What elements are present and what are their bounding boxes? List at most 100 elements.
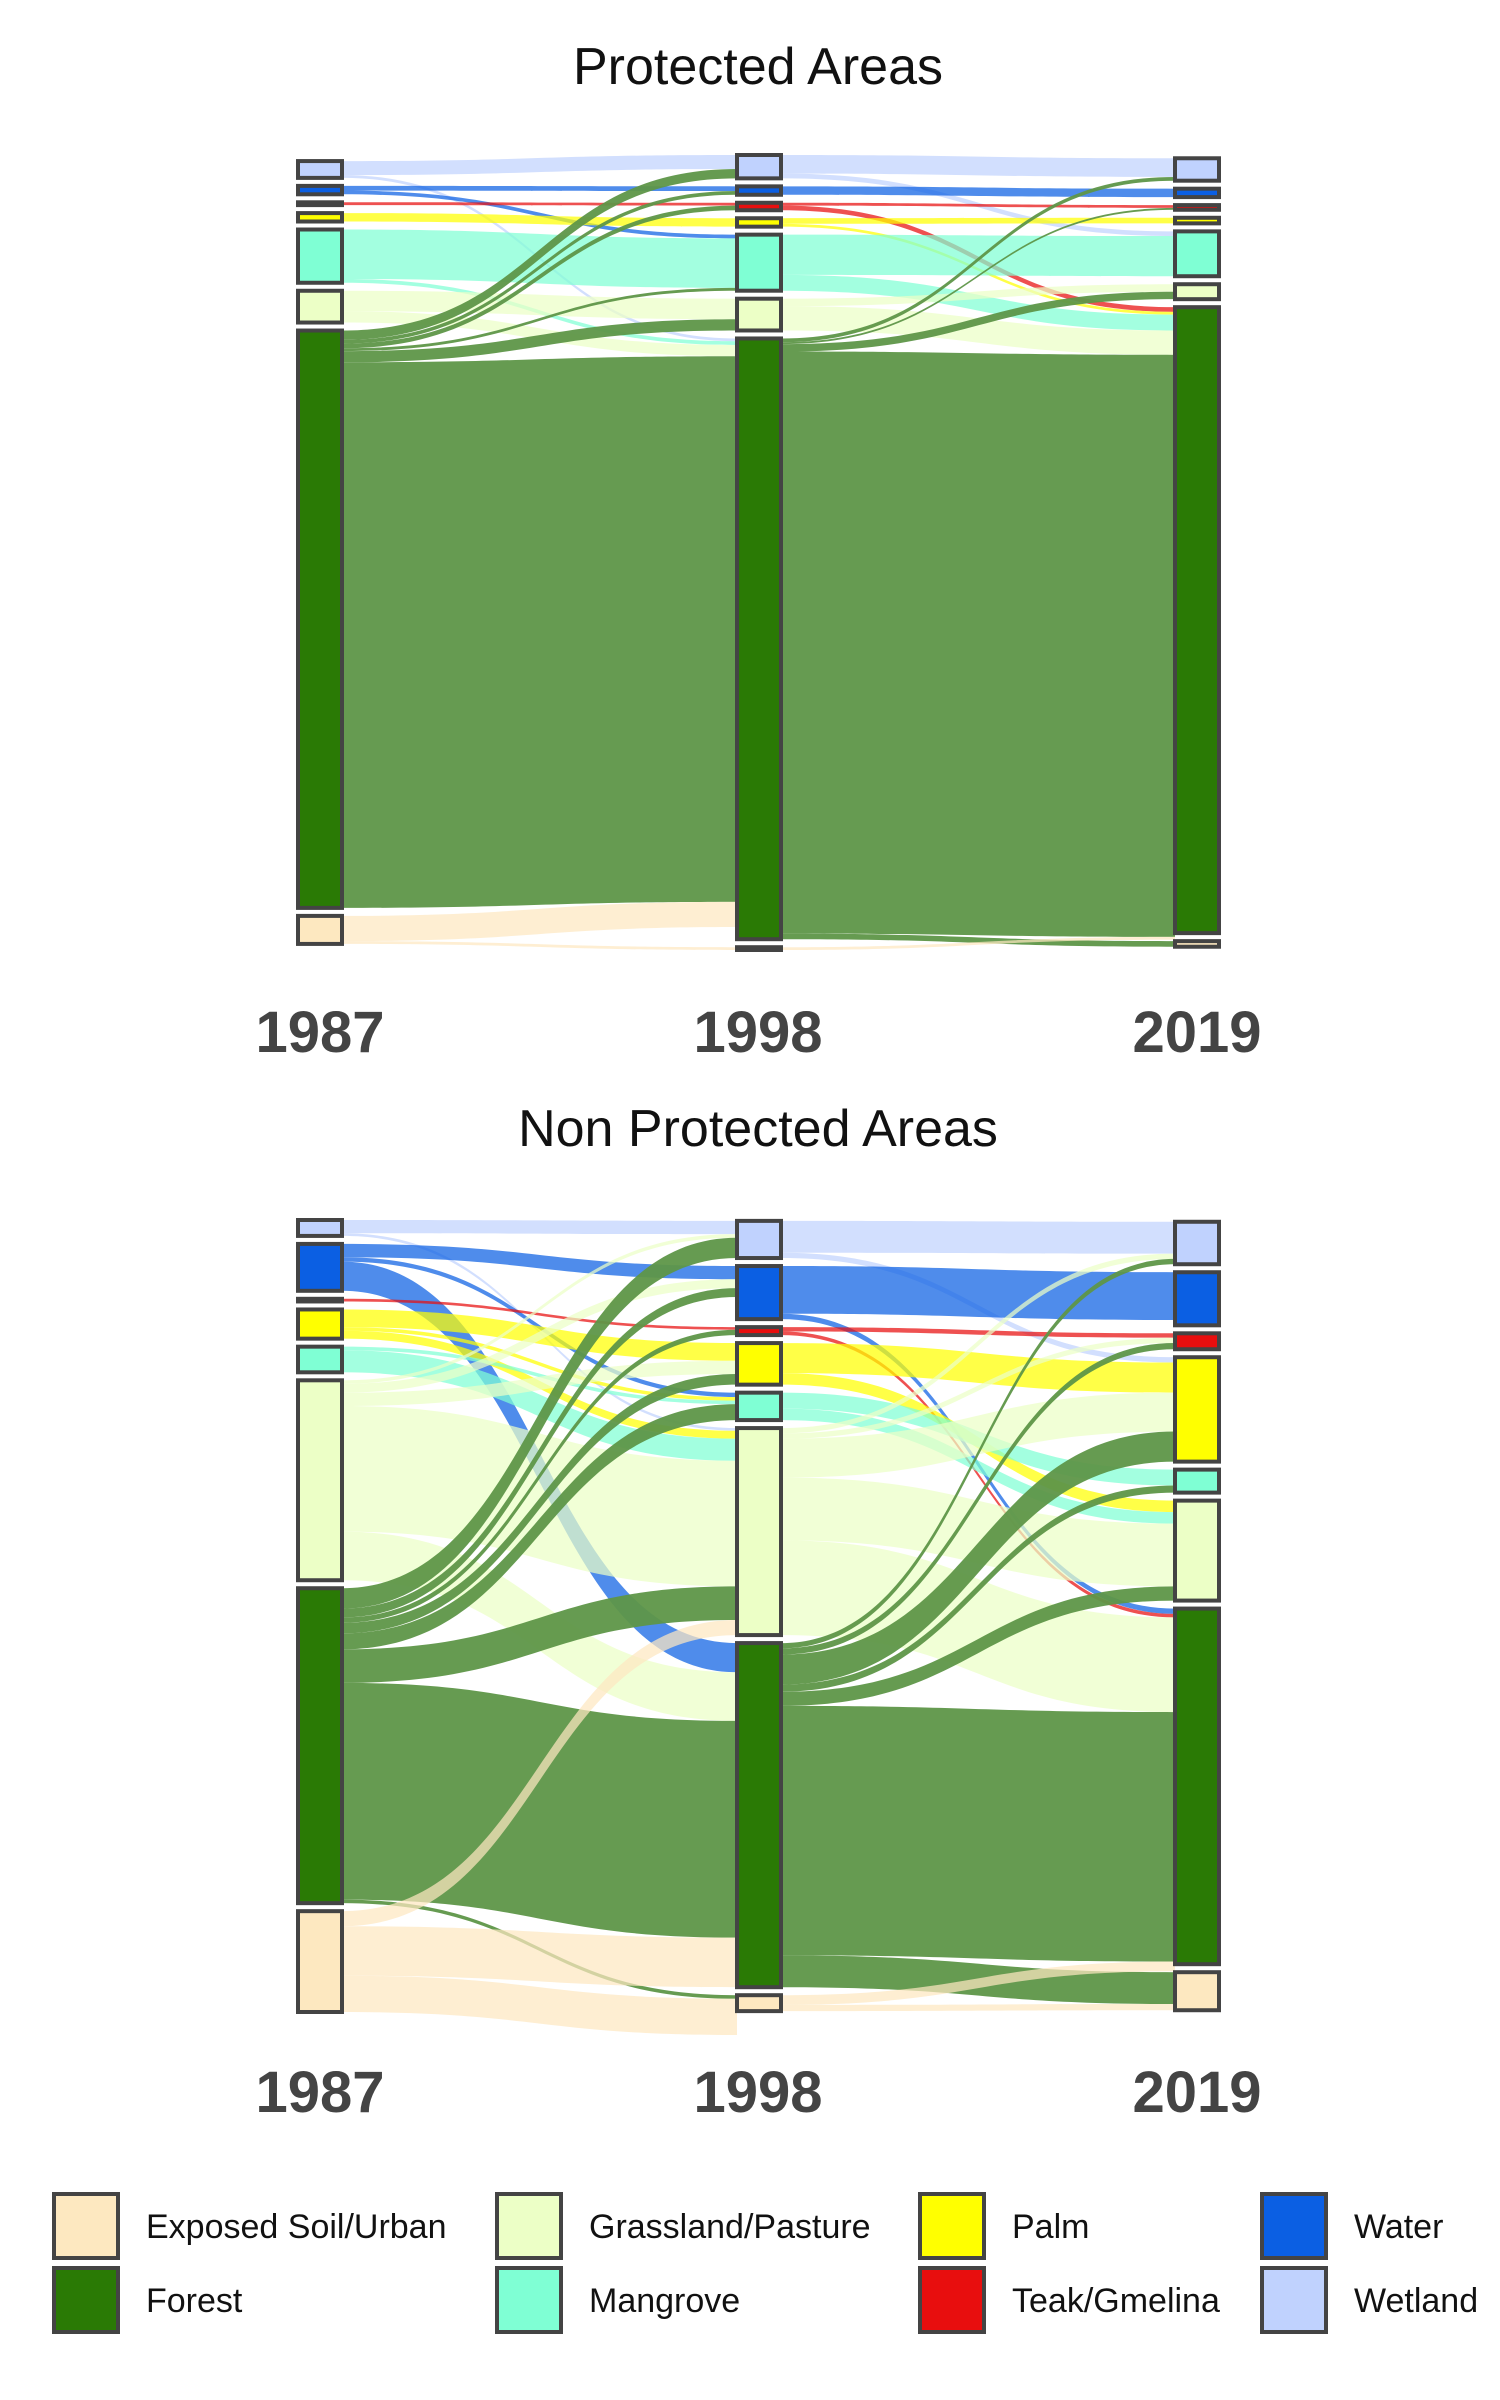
node-exposed-soil-urban: [296, 913, 344, 946]
flow-link: [342, 1237, 737, 1609]
node-wetland: [735, 1218, 783, 1261]
flow-link: [342, 901, 737, 942]
flow-link: [781, 1431, 1175, 1685]
flow-link: [781, 202, 1175, 208]
stage-label: 1998: [693, 1000, 822, 1065]
flow-link: [781, 1485, 1175, 1692]
node-forest: [296, 1586, 344, 1906]
legend-label: Forest: [146, 2282, 243, 2320]
node-grassland-pasture: [296, 288, 344, 325]
node-exposed-soil-urban: [296, 1909, 344, 2014]
node-palm: [296, 211, 344, 224]
legend-swatch: [918, 2266, 986, 2334]
flow-link: [342, 1404, 737, 1650]
flow-link: [781, 933, 1175, 947]
stage-nodes: [296, 1218, 1221, 2014]
legend-swatch: [1260, 2266, 1328, 2334]
chart-title: Non Protected Areas: [518, 1100, 998, 1158]
flow-link: [781, 155, 1175, 177]
stage-label: 1987: [255, 2060, 384, 2125]
node-exposed-soil-urban: [735, 945, 783, 952]
node-water: [296, 1241, 344, 1293]
flow-link: [781, 291, 1175, 352]
flow-link: [781, 1705, 1175, 1962]
node-wetland: [735, 153, 783, 181]
legend-label: Water: [1354, 2208, 1443, 2246]
flow-link: [781, 234, 1175, 277]
node-grassland-pasture: [1173, 1498, 1221, 1603]
stage-label: 1998: [693, 2060, 822, 2125]
node-mangrove: [296, 1344, 344, 1375]
flow-link: [781, 1343, 1175, 1655]
flow-link: [342, 1234, 737, 1384]
flow-link: [342, 155, 737, 176]
flow-link: [781, 186, 1175, 198]
flow-link: [781, 207, 1175, 345]
node-exposed-soil-urban: [1173, 939, 1221, 949]
legend-item: Exposed Soil/Urban: [52, 2192, 447, 2260]
legend-item: Water: [1260, 2192, 1443, 2260]
node-wetland: [296, 1218, 344, 1238]
flow-link: [342, 169, 737, 340]
node-grassland-pasture: [1173, 282, 1221, 302]
flow-link: [342, 1327, 737, 1401]
flow-link: [342, 1279, 737, 1393]
flow-link: [781, 1337, 1175, 1439]
node-water: [735, 184, 783, 197]
node-palm: [296, 1307, 344, 1341]
flow-link: [342, 941, 737, 950]
legend-label: Wetland: [1354, 2282, 1478, 2320]
node-palm: [735, 1341, 783, 1387]
flow-link: [342, 190, 737, 239]
stage-label: 2019: [1132, 1000, 1261, 1065]
flow-link: [342, 1682, 737, 1938]
flow-link: [342, 1360, 737, 1406]
legend-swatch: [52, 2266, 120, 2334]
flow-link: [781, 217, 1175, 224]
node-palm: [735, 216, 783, 229]
flow-link: [781, 2004, 1175, 2012]
node-water: [735, 1264, 783, 1322]
node-teak-gmelina: [296, 1296, 344, 1304]
node-forest: [296, 328, 344, 910]
flow-link: [781, 274, 1175, 331]
panel-protected-areas: Protected Areas 1987 1998 2019: [255, 38, 1261, 1065]
flow-link: [781, 1327, 1175, 1338]
node-forest: [735, 336, 783, 942]
flow-link: [781, 1392, 1175, 1478]
flow-link: [342, 205, 737, 349]
node-forest: [1173, 1606, 1221, 1967]
legend-swatch: [495, 2192, 563, 2260]
flow-link: [781, 1961, 1175, 2005]
panel-non-protected-areas: Non Protected Areas 1987 1998 2019: [255, 1100, 1261, 2125]
flow-link: [342, 1243, 737, 1280]
flow-link: [342, 1975, 737, 2035]
flow-link: [781, 1331, 1175, 1618]
legend-label: Mangrove: [589, 2282, 740, 2320]
flow-link: [342, 1220, 737, 1235]
node-palm: [1173, 215, 1221, 226]
flow-link: [342, 290, 737, 320]
flow-link: [781, 1408, 1175, 1524]
flow-link: [342, 319, 737, 363]
flow-link: [781, 1258, 1175, 1649]
node-water: [296, 183, 344, 197]
flow-link: [342, 1346, 737, 1405]
flow-link: [781, 1220, 1175, 1254]
node-exposed-soil-urban: [735, 1993, 783, 2014]
flow-link: [342, 1405, 737, 1587]
flow-link: [342, 1620, 737, 1927]
flow-link: [781, 306, 1175, 355]
flow-link: [781, 1540, 1175, 1713]
node-grassland-pasture: [735, 1426, 783, 1638]
legend-swatch: [495, 2266, 563, 2334]
flow-link: [342, 287, 737, 352]
stage-nodes: [296, 153, 1221, 952]
legend-item: Grassland/Pasture: [495, 2192, 871, 2260]
flow-link: [781, 176, 1175, 343]
flow-link: [781, 1477, 1175, 1587]
node-forest: [735, 1641, 783, 1990]
node-teak-gmelina: [1173, 203, 1221, 212]
node-grassland-pasture: [296, 1378, 344, 1583]
